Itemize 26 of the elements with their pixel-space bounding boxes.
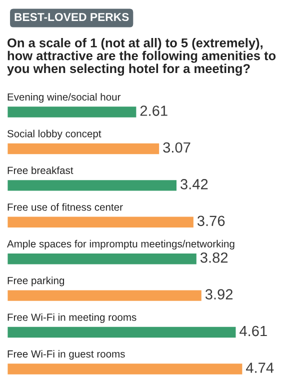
y-tick-label: Free Wi-Fi in meeting rooms xyxy=(8,313,136,323)
data-label: 4.61 xyxy=(240,326,267,336)
bar xyxy=(7,142,160,156)
y-tick-label: Social lobby concept xyxy=(7,130,102,140)
data-label: 3.82 xyxy=(200,252,228,263)
data-label: 3.07 xyxy=(163,142,190,153)
bar xyxy=(7,215,195,229)
y-tick-label: Free Wi-Fi in guest rooms xyxy=(8,350,125,360)
data-label: 4.74 xyxy=(246,362,274,373)
data-label: 2.61 xyxy=(140,106,168,116)
bar xyxy=(7,252,198,266)
bar xyxy=(7,326,238,340)
data-label: 3.42 xyxy=(180,179,208,190)
y-tick-label: Free use of fitness center xyxy=(8,203,123,211)
data-label: 3.92 xyxy=(205,289,233,300)
y-tick-label: Free breakfast xyxy=(8,166,74,174)
bar xyxy=(7,288,203,302)
y-tick-label: Free parking xyxy=(8,276,64,286)
chart-subtitle: On a scale of 1 (not at all) to 5 (extremely), how attractive are the following amenities to you when selecting hotel for a meeting? xyxy=(7,38,276,76)
chart-title: BEST-LOVED PERKS xyxy=(14,12,129,22)
data-label: 3.76 xyxy=(197,216,225,226)
y-tick-label: Ample spaces for impromptu meetings/networking xyxy=(7,240,234,250)
y-tick-label: Evening wine/social hour xyxy=(8,93,121,103)
bar xyxy=(7,178,178,192)
bar xyxy=(7,105,138,119)
bar xyxy=(7,362,244,376)
